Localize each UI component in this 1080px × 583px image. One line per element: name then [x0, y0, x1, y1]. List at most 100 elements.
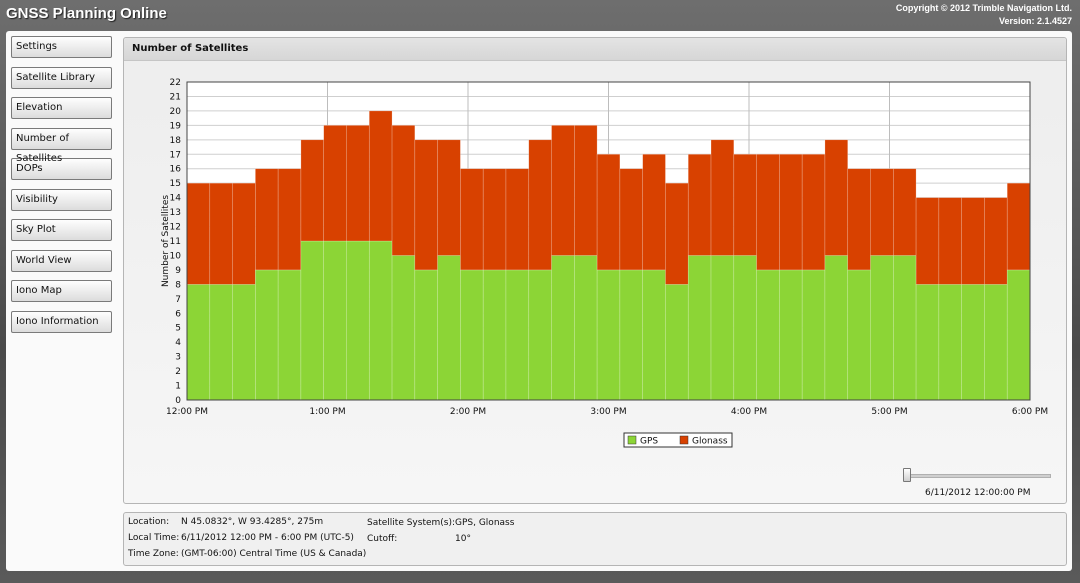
version-text: Version: 2.1.4527	[998, 16, 1072, 26]
copyright-block: Copyright © 2012 Trimble Navigation Ltd.…	[896, 2, 1072, 28]
bar-gps	[323, 240, 347, 401]
bar-glonass	[255, 168, 279, 271]
chart-panel-header	[124, 38, 1066, 61]
y-tick-label: 22	[170, 78, 181, 88]
bar-gps	[414, 269, 438, 401]
y-axis-label: Number of Satellites	[161, 195, 171, 287]
bar-gps	[1006, 269, 1031, 401]
sidebar-item-visibility[interactable]: Visibility	[11, 188, 112, 211]
bar-gps	[551, 255, 575, 401]
y-tick-label: 18	[170, 136, 182, 146]
bar-gps	[209, 284, 233, 401]
info-panel: Location: N 45.0832°, W 93.4285°, 275m L…	[123, 512, 1067, 566]
bar-gps	[892, 255, 917, 401]
x-tick-label: 5:00 PM	[871, 407, 907, 417]
y-tick-label: 3	[175, 353, 181, 363]
bar-glonass	[596, 153, 621, 271]
bar-glonass	[915, 197, 940, 285]
time-zone-label: Time Zone:	[128, 549, 179, 559]
x-tick-label: 3:00 PM	[590, 407, 626, 417]
y-tick-label: 20	[170, 107, 182, 117]
title-bar: GNSS Planning Online Copyright © 2012 Tr…	[0, 0, 1080, 30]
bar-glonass	[824, 139, 849, 256]
local-time-value: 6/11/2012 12:00 PM - 6:00 PM (UTC-5)	[181, 533, 354, 543]
y-tick-label: 5	[175, 324, 181, 334]
legend-label-glonass: Glonass	[692, 437, 728, 447]
sidebar-item-dops[interactable]: DOPs	[11, 158, 112, 180]
bar-glonass	[961, 197, 985, 285]
bar-gps	[984, 284, 1008, 401]
bar-glonass	[642, 153, 666, 271]
time-slider[interactable]	[903, 468, 1053, 482]
bar-gps	[619, 269, 643, 401]
bar-glonass	[779, 153, 803, 271]
bar-gps	[482, 269, 507, 401]
bar-glonass	[323, 125, 347, 242]
bar-glonass	[300, 139, 325, 242]
app-title: GNSS Planning Online	[6, 5, 167, 22]
bar-gps	[255, 269, 279, 401]
bar-glonass	[391, 125, 416, 256]
bar-gps	[528, 269, 552, 401]
y-tick-label: 13	[170, 208, 181, 218]
bar-gps	[665, 284, 689, 401]
legend-swatch-gps	[627, 435, 637, 445]
sidebar-item-world-view[interactable]: World View	[11, 249, 112, 272]
y-tick-label: 15	[170, 179, 181, 189]
bar-gps	[642, 269, 666, 401]
bar-glonass	[574, 125, 598, 256]
x-tick-label: 2:00 PM	[450, 407, 486, 417]
slider-thumb[interactable]	[903, 468, 911, 482]
bar-gps	[300, 240, 325, 401]
y-tick-label: 4	[175, 338, 181, 348]
bar-gps	[505, 269, 530, 401]
bar-glonass	[756, 153, 780, 271]
bar-glonass	[482, 168, 507, 271]
y-tick-label: 6	[175, 309, 181, 319]
bar-gps	[186, 284, 211, 401]
bar-gps	[847, 269, 871, 401]
sidebar-item-elevation[interactable]: Elevation	[11, 97, 112, 119]
sidebar-item-iono-map[interactable]: Iono Map	[11, 280, 112, 302]
bar-glonass	[505, 168, 530, 271]
bar-glonass	[733, 153, 757, 256]
bar-glonass	[665, 182, 689, 285]
sidebar-item-number-of-satellites[interactable]: Number of Satellites	[11, 127, 112, 164]
sidebar-item-sky-plot[interactable]: Sky Plot	[11, 219, 112, 241]
bar-gps	[756, 269, 780, 401]
bar-glonass	[687, 153, 712, 256]
y-tick-label: 14	[170, 194, 182, 204]
sidebar-item-satellite-library[interactable]: Satellite Library	[11, 66, 112, 89]
sidebar-item-settings[interactable]: Settings	[11, 36, 112, 58]
bar-gps	[391, 255, 416, 401]
sidebar: Settings Satellite Library Elevation Num…	[11, 36, 114, 341]
y-tick-label: 7	[175, 295, 181, 305]
bar-gps	[961, 284, 985, 401]
bar-glonass	[1006, 182, 1031, 271]
plot-border	[186, 81, 1031, 401]
y-tick-label: 17	[170, 150, 181, 160]
satellite-systems-label: Satellite System(s):	[367, 518, 456, 528]
bar-gps	[687, 255, 712, 401]
bar-glonass	[847, 168, 871, 271]
location-value: N 45.0832°, W 93.4285°, 275m	[181, 517, 324, 527]
bar-glonass	[437, 139, 461, 256]
satellite-systems-value: GPS, Glonass	[455, 518, 515, 528]
sidebar-item-iono-information[interactable]: Iono Information	[11, 310, 112, 333]
bar-gps	[460, 269, 484, 401]
bar-gps	[277, 269, 302, 401]
bar-glonass	[710, 139, 735, 256]
bar-gps	[870, 255, 894, 401]
bar-gps	[437, 255, 461, 401]
bar-glonass	[551, 125, 575, 256]
cutoff-label: Cutoff:	[367, 534, 398, 544]
bar-glonass	[186, 182, 211, 285]
y-tick-label: 0	[175, 396, 181, 406]
bar-glonass	[414, 139, 438, 271]
chart-panel: Number of Satellites 0 1 2 3 4 5 6 7 8 9 10 11 12 13 1…	[123, 37, 1067, 504]
satellite-count-chart: 01234567891011121314151617181920212212:0…	[161, 78, 1048, 448]
time-zone-value: (GMT-06:00) Central Time (US & Canada)	[181, 549, 367, 559]
slider-track[interactable]	[905, 474, 1051, 478]
x-tick-label: 12:00 PM	[166, 407, 208, 417]
main-frame: Settings Satellite Library Elevation Num…	[6, 31, 1072, 571]
